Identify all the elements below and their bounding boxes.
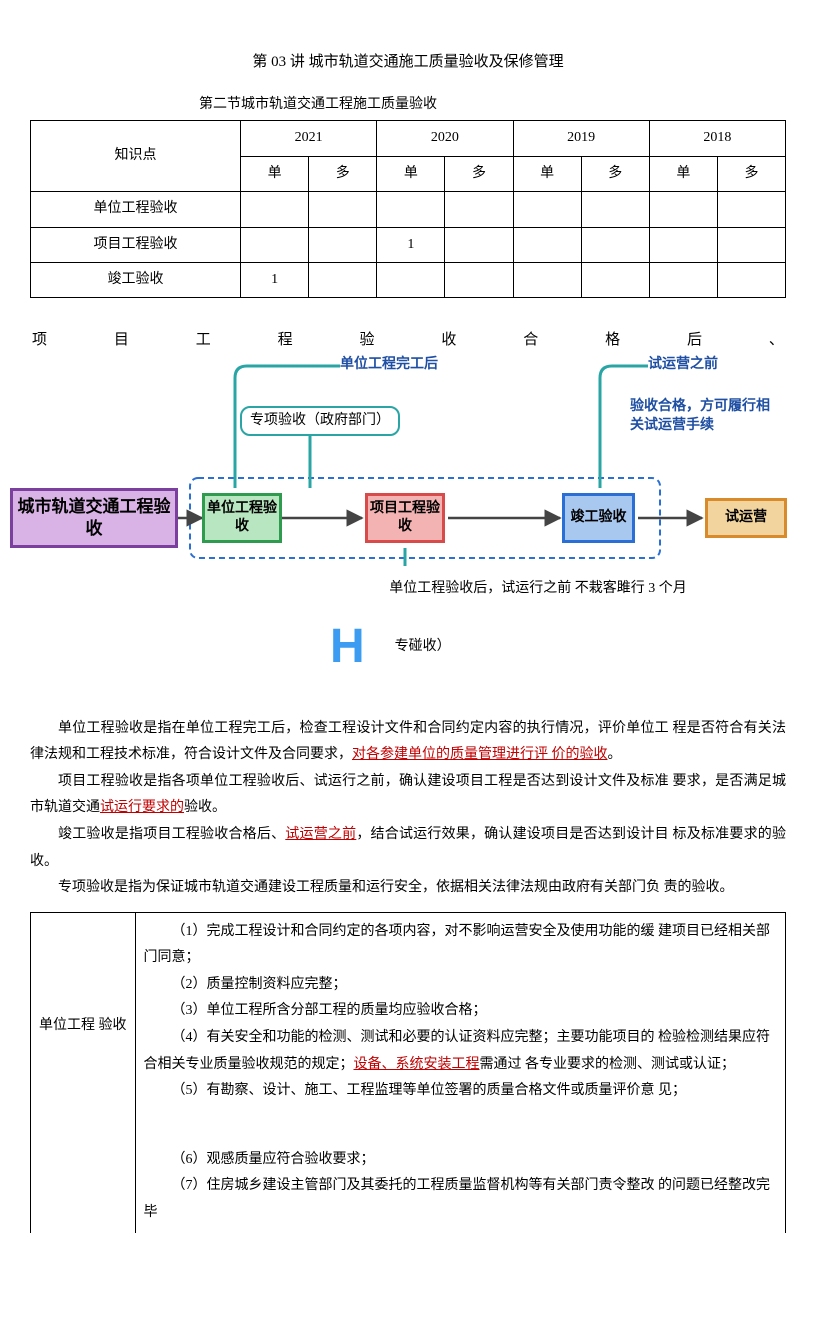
h-row: H 专碰收） — [330, 609, 786, 686]
year-table: 知识点 2021 2020 2019 2018 单 多 单 多 单 多 单 多 … — [30, 120, 786, 298]
para-1: 单位工程验收是指在单位工程完工后，检查工程设计文件和合同约定内容的执行情况，评价… — [30, 716, 786, 769]
table-row: 竣工验收 1 — [31, 262, 786, 297]
table-sub: 单 — [649, 156, 717, 191]
heading-char: 、 — [769, 328, 784, 352]
cell — [513, 227, 581, 262]
cell — [717, 227, 785, 262]
para-4: 专项验收是指为保证城市轨道交通建设工程质量和运行安全，依据相关法律法规由政府有关… — [30, 875, 786, 902]
heading-char: 格 — [605, 328, 620, 352]
post-flow-note: 单位工程验收后，试运行之前 不栽客雎行 3 个月 — [290, 578, 786, 600]
row-label: 单位工程验收 — [31, 192, 241, 227]
flowchart: 单位工程完工后 试运营之前 验收合格，方可履行相关试运营手续 专项验收（政府部门… — [10, 358, 790, 568]
heading-char: 验 — [360, 328, 375, 352]
cell — [309, 227, 377, 262]
cell — [241, 227, 309, 262]
heading-char: 程 — [278, 328, 293, 352]
cell — [377, 262, 445, 297]
cell — [241, 192, 309, 227]
gap — [135, 1111, 786, 1141]
row-label: 竣工验收 — [31, 262, 241, 297]
table-sub: 多 — [717, 156, 785, 191]
table-sub: 多 — [581, 156, 649, 191]
flow-label-right: 验收合格，方可履行相关试运营手续 — [630, 398, 780, 434]
cell: 1 — [241, 262, 309, 297]
flow-label-top2: 试运营之前 — [648, 356, 718, 374]
heading-char: 工 — [196, 328, 211, 352]
cell — [513, 192, 581, 227]
highlight: 设备、系统安装工程 — [354, 1057, 480, 1072]
cell — [309, 192, 377, 227]
highlight: 试运行要求的 — [100, 800, 184, 815]
req-item: （4）有关安全和功能的检测、测试和必要的认证资料应完整；主要功能项目的 检验检测… — [144, 1025, 778, 1078]
table-sub: 单 — [513, 156, 581, 191]
req-item: （2）质量控制资料应完整； — [144, 972, 778, 999]
flow-box-unit: 单位工程验收 — [202, 493, 282, 543]
table-head-year: 2019 — [513, 121, 649, 156]
cell: 1 — [377, 227, 445, 262]
cell — [445, 227, 513, 262]
flow-main-box: 城市轨道交通工程验收 — [10, 488, 178, 548]
table-head-year: 2021 — [241, 121, 377, 156]
heading-char: 项 — [32, 328, 47, 352]
req-item: （1）完成工程设计和合同约定的各项内容，对不影响运营安全及使用功能的缓 建项目已… — [144, 919, 778, 972]
table-sub: 单 — [241, 156, 309, 191]
table-sub: 多 — [309, 156, 377, 191]
req-item: （3）单位工程所含分部工程的质量均应验收合格； — [144, 998, 778, 1025]
table-head-year: 2020 — [377, 121, 513, 156]
heading-char: 目 — [114, 328, 129, 352]
heading-char: 合 — [523, 328, 538, 352]
highlight: 试运营之前 — [285, 827, 356, 842]
flow-special-box: 专项验收（政府部门） — [240, 406, 400, 436]
req-head: 单位工程 验收 — [31, 912, 136, 1141]
cell — [445, 262, 513, 297]
req-item: （7）住房城乡建设主管部门及其委托的工程质量监督机构等有关部门责令整改 的问题已… — [144, 1173, 778, 1226]
table-row: 项目工程验收 1 — [31, 227, 786, 262]
table-sub: 单 — [377, 156, 445, 191]
para-3: 竣工验收是指项目工程验收合格后、试运营之前，结合试运行效果，确认建设项目是否达到… — [30, 822, 786, 875]
req-item: （6）观感质量应符合验收要求； — [144, 1147, 778, 1174]
req-cell: （6）观感质量应符合验收要求； （7）住房城乡建设主管部门及其委托的工程质量监督… — [135, 1141, 786, 1233]
row-label: 项目工程验收 — [31, 227, 241, 262]
cell — [649, 262, 717, 297]
cell — [717, 192, 785, 227]
cell — [717, 262, 785, 297]
requirements-table: 单位工程 验收 （1）完成工程设计和合同约定的各项内容，对不影响运营安全及使用功… — [30, 912, 786, 1233]
cell — [649, 192, 717, 227]
flow-box-completion: 竣工验收 — [562, 493, 635, 543]
section-subtitle: 第二节城市轨道交通工程施工质量验收 — [0, 94, 786, 116]
req-item: （5）有勘察、设计、施工、工程监理等单位签署的质量合格文件或质量评价意 见； — [144, 1078, 778, 1105]
flow-box-trial: 试运营 — [705, 498, 787, 538]
table-row: 单位工程验收 — [31, 192, 786, 227]
para-2: 项目工程验收是指各项单位工程验收后、试运行之前，确认建设项目工程是否达到设计文件… — [30, 769, 786, 822]
req-cell: （1）完成工程设计和合同约定的各项内容，对不影响运营安全及使用功能的缓 建项目已… — [135, 912, 786, 1111]
prose-block: 单位工程验收是指在单位工程完工后，检查工程设计文件和合同约定内容的执行情况，评价… — [30, 716, 786, 902]
heading-char: 后 — [687, 328, 702, 352]
cell — [513, 262, 581, 297]
flow-box-project: 项目工程验收 — [365, 493, 445, 543]
cell — [581, 227, 649, 262]
cell — [649, 227, 717, 262]
cell — [445, 192, 513, 227]
cell — [309, 262, 377, 297]
table-head-knowledge: 知识点 — [31, 121, 241, 192]
cell — [581, 192, 649, 227]
flow-label-top1: 单位工程完工后 — [340, 356, 438, 374]
table-sub: 多 — [445, 156, 513, 191]
cell — [581, 262, 649, 297]
spaced-heading: 项 目 工 程 验 收 合 格 后 、 — [30, 328, 786, 352]
lecture-title: 第 03 讲 城市轨道交通施工质量验收及保修管理 — [30, 50, 786, 74]
highlight: 对各参建单位的质量管理进行评 价的验收 — [352, 747, 608, 762]
table-head-year: 2018 — [649, 121, 785, 156]
req-head-empty — [31, 1141, 136, 1233]
heading-char: 收 — [441, 328, 456, 352]
h-note: 专碰收） — [395, 636, 451, 658]
cell — [377, 192, 445, 227]
big-h-letter: H — [330, 609, 365, 686]
